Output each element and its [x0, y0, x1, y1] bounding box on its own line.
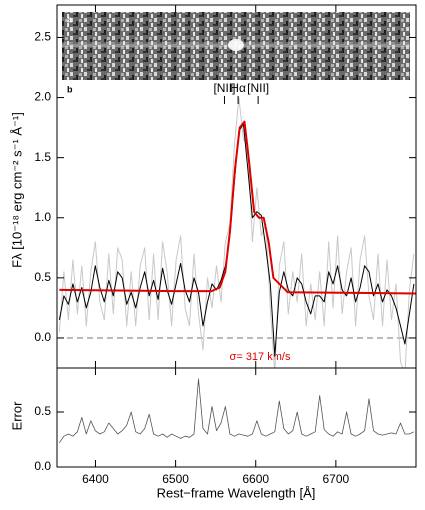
y-tick-label: 0.0 [34, 330, 51, 344]
sigma-note: σ= 317 km/s [230, 351, 291, 363]
y-axis-label: Fλ [10⁻¹⁸ erg cm⁻² s⁻¹ Å⁻¹] [9, 112, 24, 268]
x-tick-label: 6700 [323, 472, 350, 486]
y-tick-label: 1.5 [34, 150, 51, 164]
line-label: [NII] [213, 81, 235, 95]
panel-label: b [67, 84, 73, 94]
y-tick-label: 1.0 [34, 210, 51, 224]
y-tick-label: 0.0 [34, 459, 51, 473]
x-axis-label: Rest−frame Wavelength [Å] [157, 485, 316, 500]
spectrum-line [59, 378, 415, 444]
y-tick-label: 2.5 [34, 30, 51, 44]
plot-frame [56, 367, 417, 468]
x-tick-label: 6500 [162, 472, 189, 486]
line-label: [NII] [247, 81, 269, 95]
y-tick-label: 2.0 [34, 90, 51, 104]
y-axis-label: Error [9, 401, 24, 431]
emission-blob [228, 39, 244, 51]
x-tick-label: 6600 [242, 472, 269, 486]
spectrum-line [59, 120, 416, 295]
y-tick-label: 0.5 [34, 270, 51, 284]
spectrum-line [58, 97, 415, 368]
line-label: Hα [230, 81, 246, 95]
panel-label: a [67, 14, 73, 24]
y-tick-label: 0.5 [34, 404, 51, 418]
x-tick-label: 6400 [82, 472, 109, 486]
